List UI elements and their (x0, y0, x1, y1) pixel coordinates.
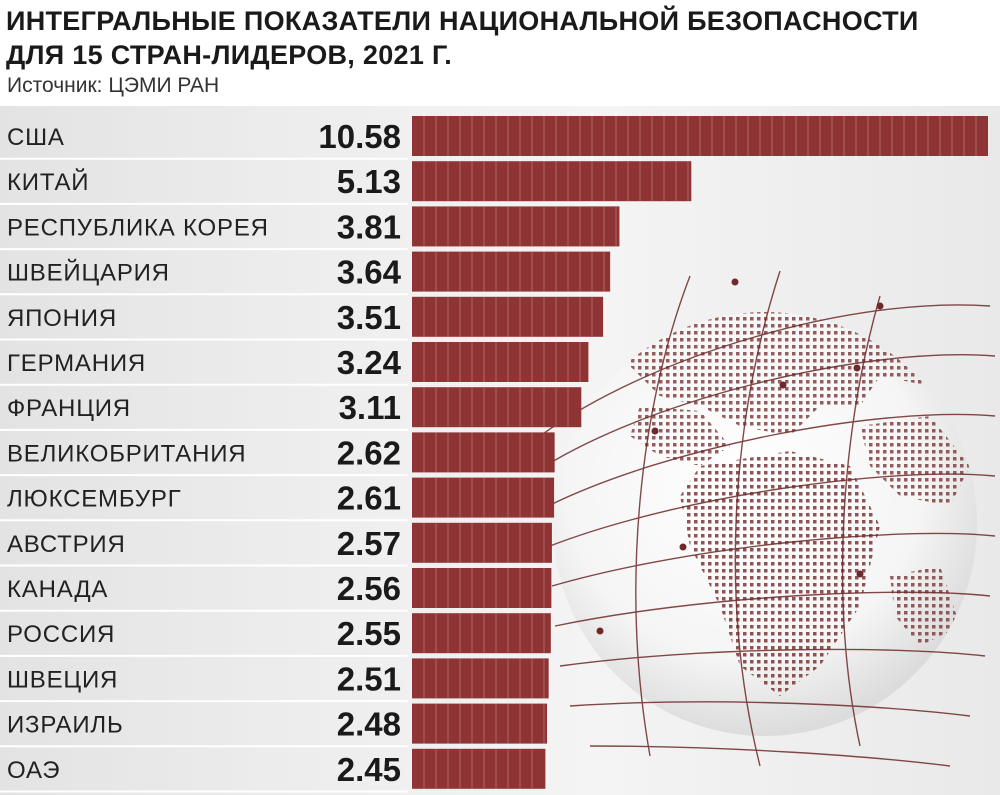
chart-category-labels: США КИТАЙ РЕСПУБЛИКА КОРЕЯ ШВЕЙЦАРИЯ ЯПОНИЯ Г… (7, 124, 269, 784)
value-label: 2.55 (337, 615, 401, 652)
bar-segments (423, 703, 545, 744)
value-label: 2.61 (337, 480, 401, 517)
value-label: 3.51 (337, 299, 401, 336)
value-label: 3.81 (337, 208, 401, 245)
globe-nodes (596, 278, 884, 635)
value-label: 2.51 (337, 660, 401, 697)
chart-bars (412, 116, 988, 789)
bar (412, 568, 552, 608)
category-label: КАНАДА (7, 576, 108, 603)
bar-segments (423, 748, 533, 789)
bar-segments (423, 522, 545, 563)
value-label: 5.13 (337, 163, 401, 200)
value-label: 3.64 (337, 254, 402, 291)
bar-segments (423, 206, 617, 247)
value-label: 2.45 (337, 751, 401, 788)
category-label: ОАЭ (7, 757, 60, 784)
bar-segments (423, 387, 569, 428)
category-label: АВСТРИЯ (7, 531, 126, 558)
value-label: 2.62 (337, 434, 401, 471)
value-label: 3.11 (339, 389, 401, 426)
bar-segments (423, 116, 977, 156)
value-label: 2.57 (337, 525, 401, 562)
globe-illustration (539, 270, 996, 767)
category-label: ИЗРАИЛЬ (7, 712, 124, 739)
bar (412, 161, 692, 202)
bar (412, 387, 582, 428)
bar-chart: США КИТАЙ РЕСПУБЛИКА КОРЕЯ ШВЕЙЦАРИЯ ЯПОНИЯ Г… (0, 116, 988, 793)
category-label: ШВЕЦИЯ (7, 666, 118, 693)
chart-source: Источник: ЦЭМИ РАН (7, 74, 220, 97)
category-label: РЕСПУБЛИКА КОРЕЯ (7, 214, 269, 241)
bar (412, 251, 611, 292)
bar-segments (423, 342, 581, 382)
bar (412, 206, 620, 247)
chart-title-line-1: ИНТЕГРАЛЬНЫЕ ПОКАЗАТЕЛИ НАЦИОНАЛЬНОЙ БЕЗ… (6, 6, 919, 36)
bar-segments (423, 658, 545, 699)
bar (412, 658, 549, 699)
category-label: ШВЕЙЦАРИЯ (7, 259, 170, 287)
bar (412, 703, 548, 744)
chart-title: ИНТЕГРАЛЬНЫЕ ПОКАЗАТЕЛИ НАЦИОНАЛЬНОЙ БЕЗ… (6, 4, 919, 72)
value-label: 3.24 (337, 344, 402, 381)
category-label: КИТАЙ (7, 168, 89, 196)
chart-rows (0, 157, 408, 793)
bar-segments (423, 613, 545, 654)
bar (412, 522, 552, 563)
category-label: США (7, 124, 65, 151)
category-label: ФРАНЦИЯ (7, 395, 131, 422)
chart-title-line-2: ДЛЯ 15 СТРАН-ЛИДЕРОВ, 2021 Г. (6, 40, 453, 70)
bar-segments (423, 568, 545, 608)
bar-segments (423, 296, 593, 337)
bar (412, 477, 555, 518)
value-label: 2.56 (337, 570, 401, 607)
globe-orbit-lines (539, 270, 996, 767)
category-label: РОССИЯ (7, 621, 115, 648)
bar (412, 342, 589, 382)
bar-segments (423, 161, 689, 202)
bar-segments (423, 251, 605, 292)
bar (412, 613, 551, 654)
category-label: ВЕЛИКОБРИТАНИЯ (7, 440, 246, 467)
bar (412, 748, 546, 789)
value-label: 10.58 (318, 118, 401, 155)
category-label: ГЕРМАНИЯ (7, 350, 146, 377)
category-label: ЛЮКСЕМБУРГ (7, 486, 182, 513)
bar-segments (423, 477, 545, 518)
value-label: 2.48 (337, 706, 401, 743)
bar (412, 432, 555, 473)
chart-value-labels: 10.58 5.13 3.81 3.64 3.51 3.24 3.11 2.62 2.61 2.5… (318, 118, 401, 788)
category-label: ЯПОНИЯ (7, 305, 117, 332)
bar-segments (423, 432, 545, 473)
